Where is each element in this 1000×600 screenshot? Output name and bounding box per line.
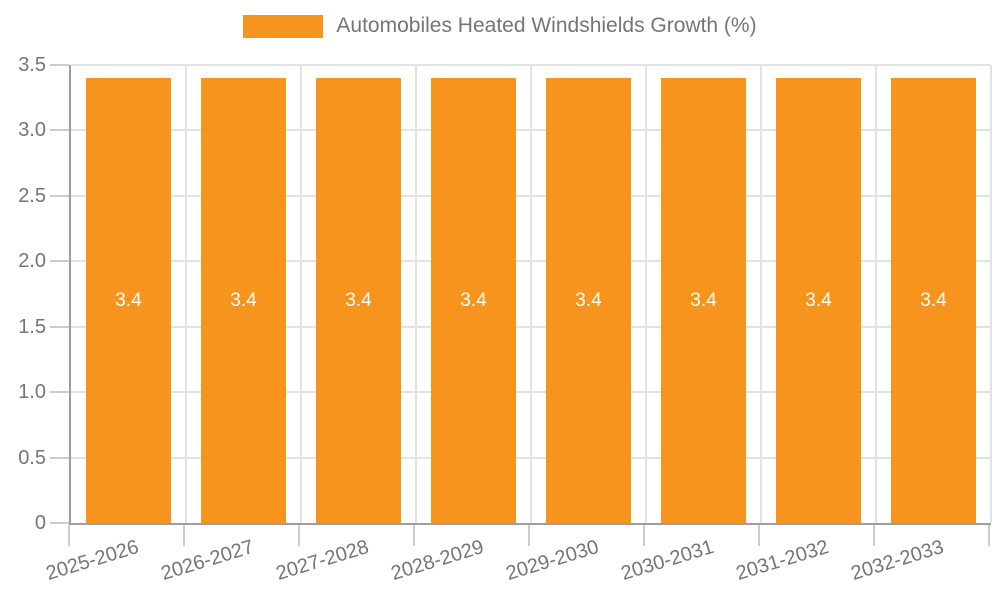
y-tick-mark <box>50 391 69 394</box>
bar <box>891 78 976 523</box>
x-tick-mark <box>298 525 300 546</box>
y-tick-label: 2.5 <box>18 184 46 207</box>
y-tick-label: 3.5 <box>18 54 46 76</box>
bar <box>431 78 516 523</box>
x-tick-label: 2025-2026 <box>43 535 142 585</box>
x-tick-label: 2030-2031 <box>618 535 717 585</box>
y-tick-label: 3.0 <box>18 119 46 142</box>
x-tick-mark <box>413 525 415 546</box>
y-tick-label: 2.0 <box>18 250 46 273</box>
bar-value-label: 3.4 <box>690 289 717 311</box>
bar <box>661 78 746 523</box>
y-tick-mark <box>50 129 69 132</box>
legend-label: Automobiles Heated Windshields Growth (%… <box>336 14 757 37</box>
x-tick-mark <box>988 525 990 546</box>
bar-value-label: 3.4 <box>230 289 257 311</box>
y-tick-label: 1.5 <box>18 315 46 338</box>
x-gridline <box>760 65 762 523</box>
y-tick-mark <box>50 325 69 328</box>
x-gridline <box>530 65 532 523</box>
x-gridline <box>990 65 992 523</box>
plot-area: 3.4 3.4 3.4 3.4 3.4 3.4 3.4 3.4 <box>69 64 992 525</box>
y-tick-mark <box>50 64 69 66</box>
x-tick-mark <box>528 525 530 546</box>
x-tick-mark <box>758 525 760 546</box>
legend: Automobiles Heated Windshields Growth (%… <box>0 14 1000 38</box>
x-tick-mark <box>873 525 875 546</box>
bar-value-label: 3.4 <box>460 289 487 311</box>
bar-value-label: 3.4 <box>575 289 602 311</box>
bar-value-label: 3.4 <box>920 289 947 311</box>
x-tick-label: 2031-2032 <box>733 535 832 585</box>
bar-value-label: 3.4 <box>345 289 372 311</box>
x-tick-label: 2029-2030 <box>503 535 602 585</box>
bar-value-label: 3.4 <box>115 289 142 311</box>
x-tick-label: 2027-2028 <box>273 535 372 585</box>
bar <box>316 78 401 523</box>
bar <box>86 78 171 523</box>
bar <box>546 78 631 523</box>
x-gridline <box>185 65 187 523</box>
x-tick-mark <box>183 525 185 546</box>
x-gridline <box>300 65 302 523</box>
bar-value-label: 3.4 <box>805 289 832 311</box>
x-gridline <box>415 65 417 523</box>
bar <box>776 78 861 523</box>
y-tick-mark <box>50 260 69 263</box>
x-tick-label: 2028-2029 <box>388 535 487 585</box>
y-tick-label: 0.5 <box>18 446 46 469</box>
bar <box>201 78 286 523</box>
y-tick-mark <box>50 194 69 197</box>
y-tick-label: 0 <box>34 512 46 534</box>
x-tick-label: 2026-2027 <box>158 535 257 585</box>
x-gridline <box>645 65 647 523</box>
x-tick-label: 2032-2033 <box>848 535 947 585</box>
legend-item[interactable]: Automobiles Heated Windshields Growth (%… <box>243 14 757 38</box>
y-tick-mark <box>50 522 69 524</box>
x-tick-mark <box>68 525 70 546</box>
x-gridline <box>875 65 877 523</box>
y-tick-label: 1.0 <box>18 381 46 404</box>
legend-swatch-icon <box>243 14 324 38</box>
x-tick-mark <box>643 525 645 546</box>
y-tick-mark <box>50 456 69 459</box>
